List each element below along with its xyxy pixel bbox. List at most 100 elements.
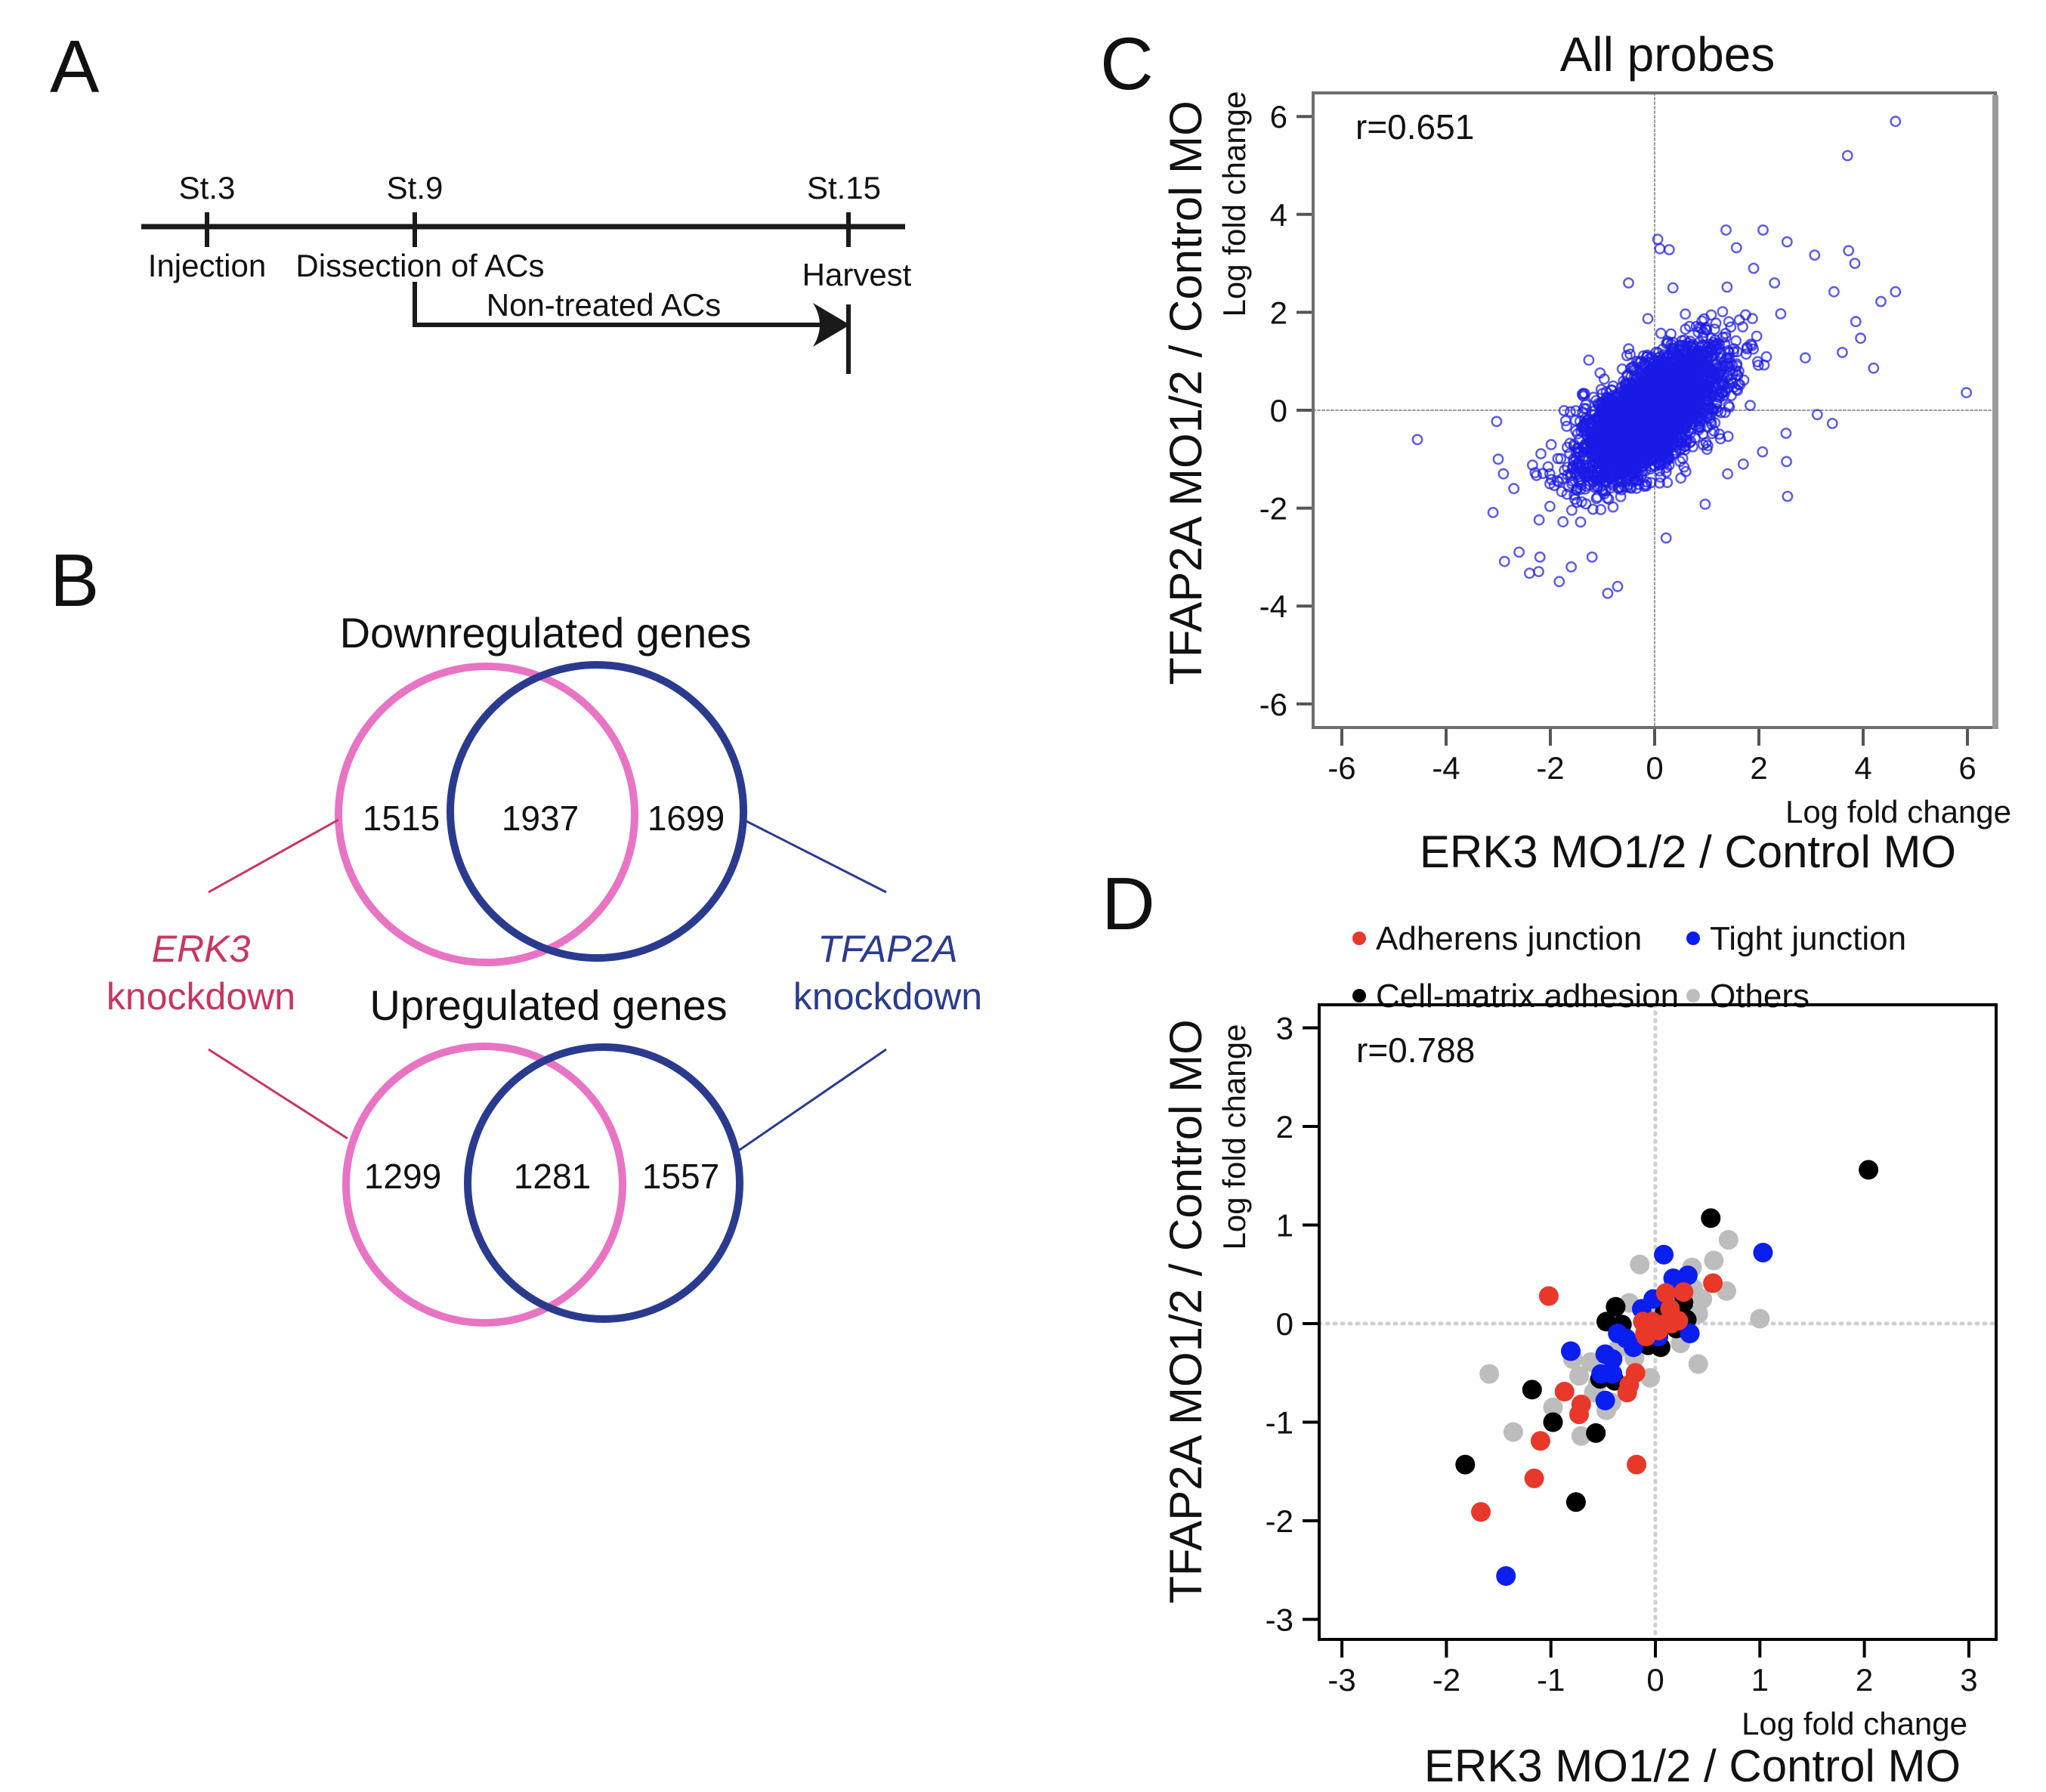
scatter-point-c (1674, 388, 1686, 400)
scatter-point-c (1672, 400, 1684, 412)
scatter-point-c (1565, 505, 1578, 516)
scatter-point-c (1701, 443, 1713, 456)
scatter-point-c (1675, 443, 1687, 454)
scatter-point-c (1591, 491, 1603, 503)
scatter-point-c (1708, 348, 1720, 360)
scatter-point-c (1639, 396, 1651, 408)
panel-label-b: B (50, 539, 99, 622)
chart-c-ylabel: TFAP2A MO1/2 / Control MO (1161, 100, 1211, 685)
scatter-point-c (1683, 404, 1695, 416)
scatter-point-c (1751, 330, 1763, 342)
scatter-point-c (1650, 346, 1662, 358)
scatter-point-c (1491, 416, 1503, 428)
scatter-point-c (1598, 373, 1610, 385)
chart-d-x-tick-label: 1 (1751, 1662, 1769, 1698)
tfap2a-connector-down (743, 818, 887, 894)
scatter-point-c (1841, 150, 1853, 162)
scatter-point-c (1537, 468, 1549, 479)
scatter-point-c (1680, 308, 1692, 320)
scatter-point-others (1692, 1289, 1713, 1309)
chart-c-y-tick-label: -2 (1259, 491, 1287, 527)
chart-c-x-tick-label: -2 (1536, 750, 1564, 786)
chart-d-y-tick-label: -1 (1266, 1405, 1293, 1441)
chart-d-ylabel-small: Log fold change (1216, 1024, 1252, 1250)
scatter-point-c (1690, 419, 1702, 431)
scatter-point-c (1742, 341, 1753, 353)
arrow-label: Non-treated ACs (487, 287, 722, 323)
chart-d-x-tick-label: -3 (1327, 1662, 1355, 1698)
scatter-point-adherens-junction (1668, 1311, 1689, 1331)
scatter-point-c (1843, 245, 1855, 257)
scatter-point-c (1599, 475, 1611, 487)
venn-up-both: 1281 (514, 1157, 591, 1196)
scatter-point-c (1693, 378, 1704, 391)
chart-d-frame (1318, 1003, 1998, 1641)
scatter-point-c (1621, 350, 1633, 362)
tfap2a-knockdown-word: knockdown (793, 975, 982, 1018)
scatter-point-adherens-junction (1674, 1282, 1694, 1302)
scatter-point-c (1723, 316, 1735, 328)
scatter-point-c (1781, 456, 1793, 468)
scatter-point-c (1586, 552, 1598, 563)
scatter-point-c (1557, 516, 1569, 528)
legend-label-others: Others (1710, 978, 1810, 1015)
scatter-point-others (1571, 1426, 1591, 1446)
event-label-injection: Injection (148, 248, 266, 283)
scatter-point-adherens-junction (1524, 1468, 1544, 1488)
chart-c-title: All probes (1560, 27, 1776, 82)
scatter-point-c (1570, 405, 1582, 416)
chart-c-y-tick-label: -6 (1259, 687, 1287, 722)
scatter-point-c (1561, 441, 1573, 453)
scatter-point-c (1579, 421, 1591, 433)
scatter-point-cell-matrix-adhesion (1565, 1492, 1586, 1512)
erk3-knockdown-gene: ERK3 (152, 928, 251, 970)
venn-up-erk3-circle (342, 1043, 626, 1327)
scatter-point-c (1737, 458, 1749, 470)
scatter-point-c (1561, 420, 1573, 432)
scatter-point-c (1641, 476, 1652, 488)
scatter-point-c (1497, 468, 1510, 480)
scatter-point-c (1711, 373, 1723, 385)
scatter-point-tight-junction (1496, 1566, 1516, 1587)
arrowhead-icon (813, 303, 850, 347)
chart-d-ylabel: TFAP2A MO1/2 / Control MO (1161, 1019, 1211, 1604)
legend-marker-others (1686, 989, 1700, 1003)
chart-c-xlabel-small: Log fold change (1785, 794, 2011, 830)
scatter-point-c (1708, 323, 1720, 335)
scatter-point-c (1586, 409, 1598, 420)
scatter-point-c (1566, 478, 1578, 490)
scatter-point-c (1748, 262, 1760, 274)
stage-label-st3: St.3 (179, 170, 236, 205)
scatter-point-c (1575, 451, 1586, 462)
panel-label-a: A (50, 25, 100, 108)
chart-c-xlabel: ERK3 MO1/2 / Control MO (1420, 826, 1956, 877)
scatter-point-c (1745, 400, 1756, 411)
scatter-point-adherens-junction (1538, 1286, 1559, 1306)
venn-down-title: Downregulated genes (340, 609, 752, 657)
scatter-point-c (1593, 410, 1605, 422)
legend-marker-cell-matrix-adhesion (1352, 989, 1366, 1003)
scatter-point-c (1686, 391, 1698, 403)
scatter-point-c (1624, 427, 1636, 439)
scatter-point-c (1707, 364, 1718, 376)
scatter-point-tight-junction (1602, 1349, 1623, 1369)
scatter-point-c (1826, 418, 1838, 429)
scatter-point-c (1661, 397, 1673, 409)
panel-c: C All probes -6 -4 -2 0 2 4 6 -6 -4 -2 0 2 4 6 r=0.65… (1100, 22, 2011, 877)
scatter-point-c (1799, 352, 1811, 364)
scatter-point-others (1718, 1230, 1738, 1250)
panel-label-c: C (1100, 22, 1154, 105)
chart-c-y-tick-label: -4 (1259, 589, 1287, 624)
scatter-point-c (1675, 472, 1687, 484)
chart-d-y-tick-label: 3 (1276, 1011, 1293, 1046)
chart-d-xlabel-small: Log fold change (1742, 1706, 1967, 1741)
scatter-point-c (1587, 443, 1599, 454)
scatter-point-others (1503, 1422, 1523, 1442)
scatter-point-c (1713, 342, 1725, 354)
scatter-point-c (1602, 588, 1614, 599)
scatter-point-c (1411, 434, 1423, 446)
scatter-point-c (1890, 116, 1902, 128)
scatter-point-c (1868, 362, 1880, 374)
scatter-point-c (1623, 277, 1634, 289)
